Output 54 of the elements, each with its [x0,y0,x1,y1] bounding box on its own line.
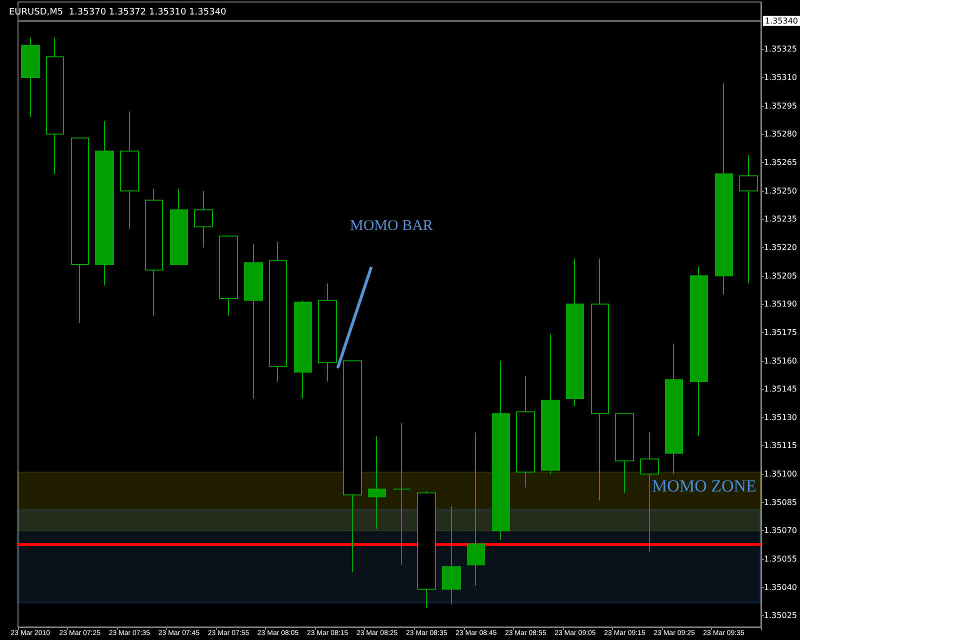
candlestick [120,111,139,230]
candlestick [46,37,64,174]
candlestick [591,258,609,501]
candlestick [467,432,485,586]
y-tick-label: 1.35205 [764,271,798,280]
candlestick [294,300,312,400]
band-label: MOMO ZONE [652,476,756,496]
y-tick-label: 1.35295 [764,101,798,110]
y-tick-label: 1.35160 [764,356,798,366]
candlestick [368,436,386,530]
candlestick [269,241,287,382]
candlestick [615,413,634,494]
y-tick-label: 1.35115 [764,441,798,450]
candlestick [71,137,89,324]
y-tick-label: 1.35025 [764,611,798,620]
annotation: MOMO BAR [350,218,433,235]
candlestick [566,258,584,407]
candlestick [95,120,114,286]
y-tick-label: 1.35070 [764,526,798,536]
y-tick-label: 1.35100 [764,470,798,479]
candlestick [442,506,461,605]
candlestick [343,360,362,573]
candlestick [516,375,535,488]
candlestick [219,236,238,316]
y-tick-label: 1.35280 [764,130,798,139]
text: EURUSD,M5 1.35370 1.35372 1.35310 1.35340 [9,8,227,18]
candlestick [739,154,758,284]
y-tick-label: 1.35265 [764,158,798,167]
y-tick-label: 1.35145 [764,384,798,394]
candlestick [492,360,510,541]
candlestick [170,188,188,265]
candlestick [145,188,163,316]
y-tick-label: 1.35325 [764,44,798,54]
ref-line-label: 1.35340 [764,16,798,26]
y-tick-label: 1.35310 [764,73,798,82]
candlestick [393,422,411,566]
candlestick [541,334,560,475]
y-tick-label: 1.35175 [764,328,798,337]
candlestick [417,490,436,609]
y-tick-label: 1.35190 [764,300,798,309]
candlestick [715,82,733,296]
candlestick [665,343,683,475]
y-tick-label: 1.35055 [764,554,798,564]
candlestick [318,282,337,382]
y-tick-label: 1.35085 [764,498,798,507]
y-tick-label: 1.35040 [764,582,798,592]
y-tick-label: 1.35130 [764,412,798,422]
y-tick-label: 1.35235 [764,214,798,224]
candlestick [690,266,708,437]
candlestick [21,37,40,118]
candlestick [194,190,213,248]
y-tick-label: 1.35220 [764,242,798,252]
y-tick-label: 1.35250 [764,186,798,196]
candlestick [244,243,263,400]
